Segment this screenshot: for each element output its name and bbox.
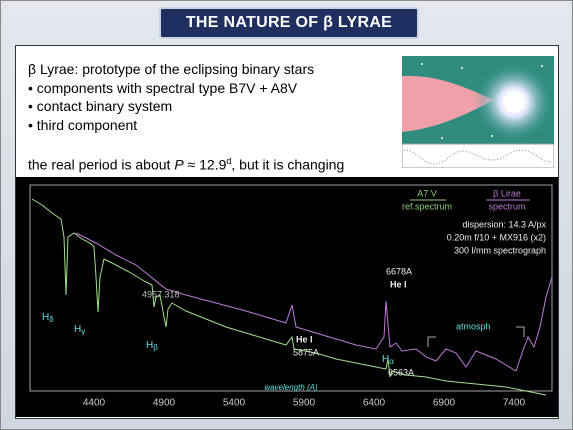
chart-background	[16, 177, 558, 417]
x-tick-label: 4900	[153, 398, 176, 409]
x-tick-label: 6400	[363, 398, 386, 409]
superscript: d	[226, 156, 232, 166]
donor-star	[402, 75, 494, 132]
light-curve-box	[402, 143, 554, 168]
legend-name: β Lirae	[493, 188, 521, 198]
period-line: the real period is about P ≈ 12.9d, but …	[28, 152, 344, 174]
target-spectrum	[75, 232, 553, 372]
x-tick-label: 6900	[433, 398, 456, 409]
instrument-note: 300 l/mm spectrograph	[454, 245, 546, 255]
intro-line: • third component	[28, 116, 138, 133]
x-tick-label: 5400	[223, 398, 246, 409]
x-axis-label: wavelength (A)	[264, 383, 318, 392]
line-wavelength: 6678A	[386, 266, 412, 276]
legend-name: A7 V	[417, 188, 437, 198]
atmosphere-label: atmosph	[456, 321, 491, 331]
intro-text: β Lyrae: prototype of the eclipsing bina…	[28, 60, 344, 174]
illustration	[402, 56, 554, 168]
text: , but it is changing	[231, 156, 345, 173]
slide-title: THE NATURE OF β LYRAE	[159, 7, 419, 39]
plot-frame	[29, 184, 553, 392]
instrument-note: dispersion: 14.3 A/px	[462, 219, 546, 229]
intro-line: β Lyrae: prototype of the eclipsing bina…	[28, 61, 315, 77]
line-label: Hα	[382, 354, 394, 366]
stars	[421, 63, 543, 139]
text: the real period is about	[28, 156, 175, 173]
legend-caption: ref.spectrum	[402, 201, 452, 211]
light-curve	[403, 149, 553, 165]
marker-label: 4957.318	[142, 289, 180, 299]
gainer-star	[503, 91, 525, 113]
symbol: P	[174, 156, 184, 173]
spectrum-chart: A7 V ref.spectrum β Lirae spectrum dispe…	[16, 177, 558, 417]
line-name: He I	[390, 279, 407, 289]
atmosphere-brackets	[427, 326, 525, 347]
line-name: He I	[296, 334, 313, 344]
intro-line: • components with spectral type B7V + A8…	[28, 79, 298, 96]
intro-line: • contact binary system	[28, 98, 173, 114]
x-tick-label: 4400	[83, 398, 106, 409]
instrument-note: 0.20m f/10 + MX916 (x2)	[447, 232, 546, 242]
line-label: Hδ	[42, 312, 54, 324]
content-panel: β Lyrae: prototype of the eclipsing bina…	[15, 45, 559, 419]
line-label: Hβ	[146, 340, 158, 352]
x-tick-label: 5900	[293, 398, 316, 409]
legend-caption: spectrum	[488, 201, 525, 211]
line-wavelength: 6563A	[388, 367, 414, 377]
text: ≈ 12.9	[183, 156, 227, 173]
line-wavelength: 5875A	[293, 347, 319, 357]
line-label: Hγ	[74, 324, 85, 336]
x-tick-label: 7400	[503, 398, 526, 409]
reference-spectrum	[31, 198, 547, 396]
